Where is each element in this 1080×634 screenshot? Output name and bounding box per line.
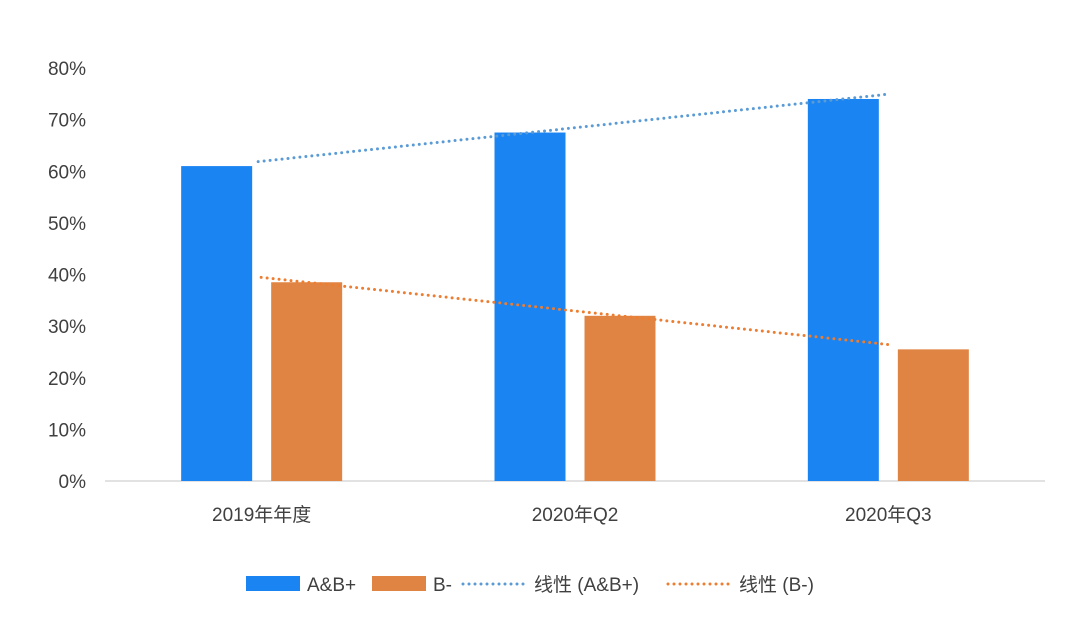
y-tick-label: 60% xyxy=(48,162,86,183)
bar-b-minus-2 xyxy=(897,349,969,481)
y-tick-label: 70% xyxy=(48,111,86,132)
y-tick-label: 10% xyxy=(48,420,86,441)
y-tick-label: 80% xyxy=(48,59,86,80)
legend-label: B- xyxy=(433,575,452,596)
legend-label: 线性 (B-) xyxy=(739,574,814,596)
category-labels: 2019年年度 2020年Q2 2020年Q3 xyxy=(212,504,932,526)
y-axis-ticks: 0% 10% 20% 30% 40% 50% 60% 70% 80% xyxy=(48,59,86,493)
trendline-b-minus xyxy=(259,275,892,347)
trendline-a-b-plus xyxy=(256,92,891,164)
y-tick-label: 40% xyxy=(48,266,86,287)
y-tick-label: 30% xyxy=(48,317,86,338)
legend-swatch xyxy=(246,576,300,591)
x-category-label: 2019年年度 xyxy=(212,504,311,526)
legend: A&B+ B- 线性 (A&B+) 线性 (B-) xyxy=(246,574,814,596)
bars-group xyxy=(181,98,969,481)
y-tick-label: 20% xyxy=(48,369,86,390)
x-category-label: 2020年Q3 xyxy=(845,504,932,526)
y-tick-label: 0% xyxy=(59,472,87,493)
bar-a-b-plus-2 xyxy=(807,98,879,481)
y-tick-label: 50% xyxy=(48,214,86,235)
legend-label: 线性 (A&B+) xyxy=(534,574,639,596)
bar-b-minus-1 xyxy=(584,315,656,481)
legend-label: A&B+ xyxy=(307,575,356,596)
bar-b-minus-0 xyxy=(271,282,343,481)
x-category-label: 2020年Q2 xyxy=(532,504,619,526)
bar-a-b-plus-0 xyxy=(181,166,253,481)
legend-swatch xyxy=(372,576,426,591)
trendlines-group xyxy=(256,92,892,347)
